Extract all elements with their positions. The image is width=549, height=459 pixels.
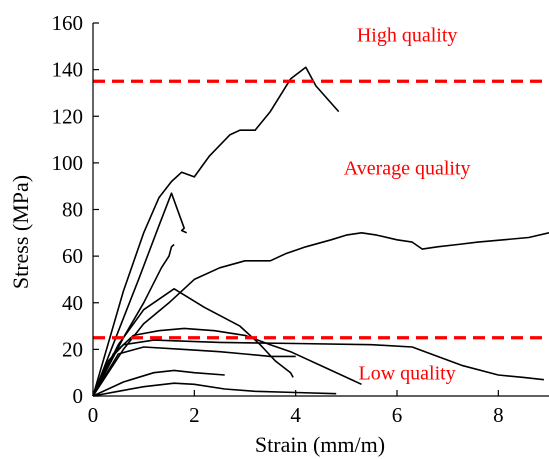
series-line-3 xyxy=(92,243,175,397)
x-tick-label: 0 xyxy=(88,403,99,427)
series-line-5 xyxy=(92,288,294,397)
y-tick-label: 60 xyxy=(62,244,83,268)
y-tick-label: 40 xyxy=(62,291,83,315)
y-tick-label: 80 xyxy=(62,198,83,222)
x-tick-label: 6 xyxy=(392,403,403,427)
series-line-4 xyxy=(92,232,549,397)
y-tick-label: 100 xyxy=(52,151,84,175)
x-tick-label: 8 xyxy=(493,403,504,427)
series-line-9 xyxy=(92,369,225,397)
quality-annotation-3: Low quality xyxy=(359,363,456,385)
annotations: High quality Average quality Low quality xyxy=(344,25,471,385)
quality-annotation-1: High quality xyxy=(357,25,458,47)
series-layer xyxy=(92,66,549,397)
x-tick-label: 4 xyxy=(290,403,301,427)
x-axis-label: Strain (mm/m) xyxy=(255,432,385,457)
y-tick-label: 120 xyxy=(52,104,84,128)
y-tick-label: 160 xyxy=(52,11,84,35)
series-line-6 xyxy=(92,327,362,397)
y-axis-label: Stress (MPa) xyxy=(8,175,33,289)
x-tick-label: 2 xyxy=(189,403,200,427)
series-line-7 xyxy=(92,339,544,397)
axes: 0 20 40 60 80 100 120 140 160 0 2 4 6 8 xyxy=(52,11,549,427)
reference-lines xyxy=(93,79,549,340)
series-line-1 xyxy=(92,66,340,397)
y-tick-label: 20 xyxy=(62,337,83,361)
y-tick-label: 140 xyxy=(52,58,84,82)
series-line-2 xyxy=(92,192,188,397)
quality-annotation-2: Average quality xyxy=(344,158,471,180)
series-line-8 xyxy=(92,346,296,397)
y-tick-label: 0 xyxy=(73,384,84,408)
series-line-10 xyxy=(92,382,337,397)
